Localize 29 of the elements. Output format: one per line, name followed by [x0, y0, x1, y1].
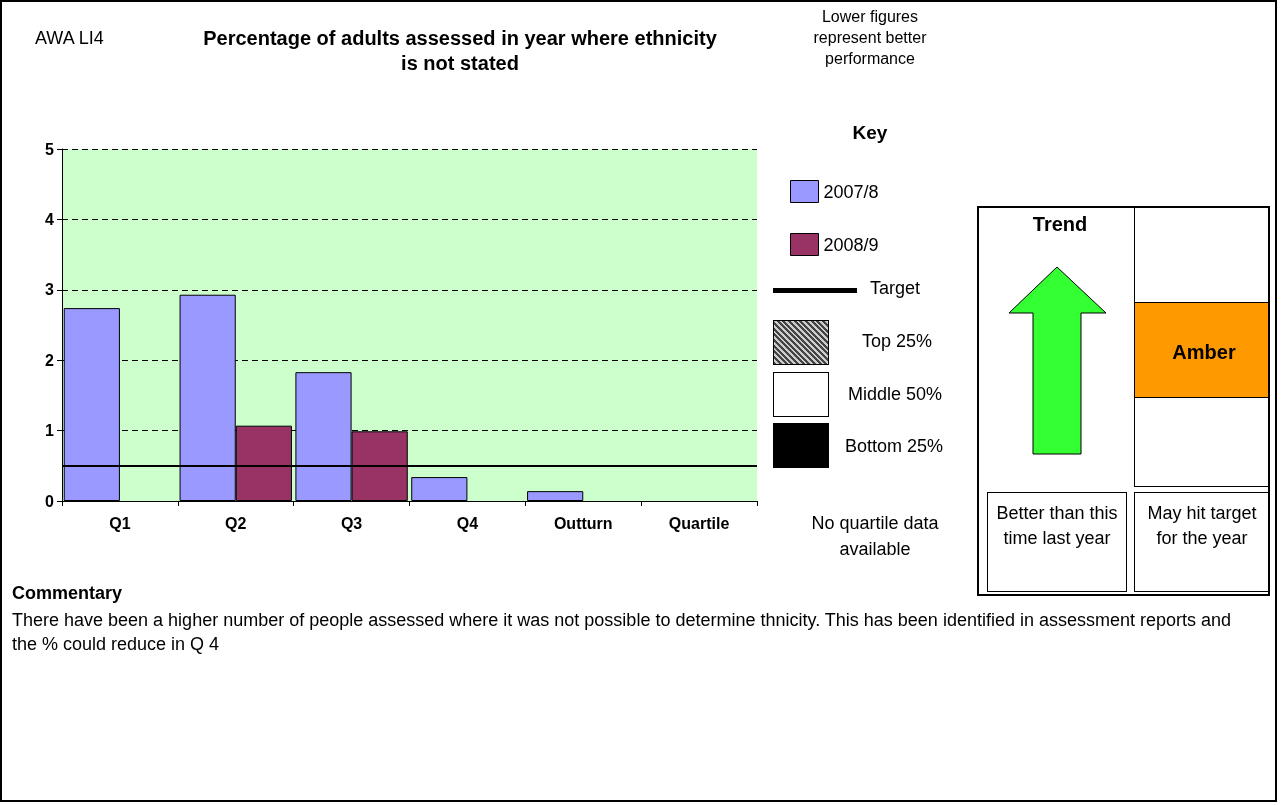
- text: Bottom 25%: [845, 436, 944, 457]
- x-tick-label: Outturn: [553, 514, 613, 532]
- y-tick-label: 3: [45, 281, 55, 299]
- y-tick-label: 0: [45, 492, 55, 510]
- y-tick-label: 4: [45, 210, 55, 228]
- x-tick-label: Q1: [109, 514, 131, 532]
- y-tick-label: 5: [45, 140, 55, 158]
- x-tick-label: Q4: [456, 514, 479, 532]
- legend-label: 2008/9: [823, 234, 879, 255]
- text: Amber: [1171, 341, 1237, 364]
- text: Middle 50%: [848, 384, 943, 405]
- y-tick-label: 2: [45, 351, 55, 369]
- x-tick-label: Q3: [340, 514, 363, 532]
- text: Lower figures represent better performance: [812, 7, 928, 69]
- text: Trend: [1031, 213, 1089, 236]
- text: There have been a higher number of people assessed where it was not possible to determine thnicity. This has been identified in assessment reports and the % could reduce in Q 4: [12, 609, 1233, 656]
- x-tick-label: Quartile: [668, 514, 730, 532]
- text: AWA LI4: [35, 28, 104, 49]
- text: May hit target for the year: [1146, 502, 1258, 550]
- legend-label: 2007/8: [823, 181, 879, 202]
- legend-title: Key: [851, 122, 889, 144]
- text: Top 25%: [862, 331, 933, 352]
- text: Commentary: [12, 583, 123, 604]
- legend-label: Target: [870, 278, 921, 299]
- x-tick-label: Q2: [225, 514, 247, 532]
- chart-title: Percentage of adults assessed in year where ethnicity is not stated: [202, 26, 718, 76]
- y-tick-label: 1: [45, 422, 55, 440]
- text: Better than this time last year: [995, 502, 1119, 550]
- text: No quartile data available: [810, 512, 940, 561]
